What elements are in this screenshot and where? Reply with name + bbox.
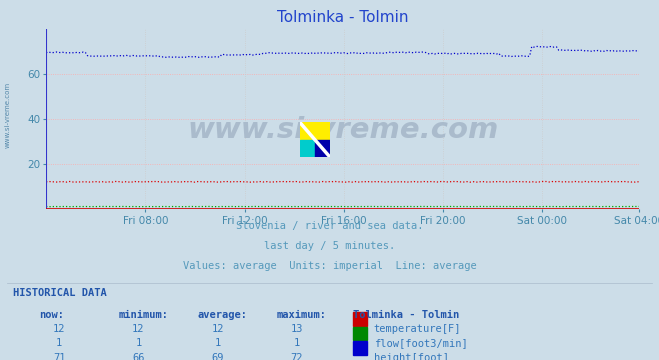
Text: 12: 12 — [212, 324, 223, 334]
Text: Tolminka - Tolmin: Tolminka - Tolmin — [353, 310, 459, 320]
Text: 12: 12 — [132, 324, 144, 334]
Text: 1: 1 — [135, 338, 142, 348]
Text: last day / 5 minutes.: last day / 5 minutes. — [264, 241, 395, 251]
Text: 1: 1 — [56, 338, 63, 348]
Text: Slovenia / river and sea data.: Slovenia / river and sea data. — [236, 221, 423, 231]
Text: 71: 71 — [53, 353, 65, 360]
Text: www.si-vreme.com: www.si-vreme.com — [5, 82, 11, 148]
Text: Values: average  Units: imperial  Line: average: Values: average Units: imperial Line: av… — [183, 261, 476, 271]
Text: minimum:: minimum: — [119, 310, 169, 320]
Text: flow[foot3/min]: flow[foot3/min] — [374, 338, 467, 348]
Text: temperature[F]: temperature[F] — [374, 324, 461, 334]
Polygon shape — [300, 122, 315, 140]
Text: 72: 72 — [291, 353, 302, 360]
Text: 66: 66 — [132, 353, 144, 360]
Text: 13: 13 — [291, 324, 302, 334]
Title: Tolminka - Tolmin: Tolminka - Tolmin — [277, 10, 409, 25]
Text: 69: 69 — [212, 353, 223, 360]
Polygon shape — [300, 140, 315, 157]
Text: now:: now: — [40, 310, 65, 320]
Text: height[foot]: height[foot] — [374, 353, 449, 360]
Text: 1: 1 — [214, 338, 221, 348]
Text: 1: 1 — [293, 338, 300, 348]
Text: www.si-vreme.com: www.si-vreme.com — [187, 116, 498, 144]
Text: HISTORICAL DATA: HISTORICAL DATA — [13, 288, 107, 298]
Text: maximum:: maximum: — [277, 310, 327, 320]
Polygon shape — [315, 140, 330, 157]
Text: average:: average: — [198, 310, 248, 320]
Text: 12: 12 — [53, 324, 65, 334]
Polygon shape — [315, 122, 330, 140]
